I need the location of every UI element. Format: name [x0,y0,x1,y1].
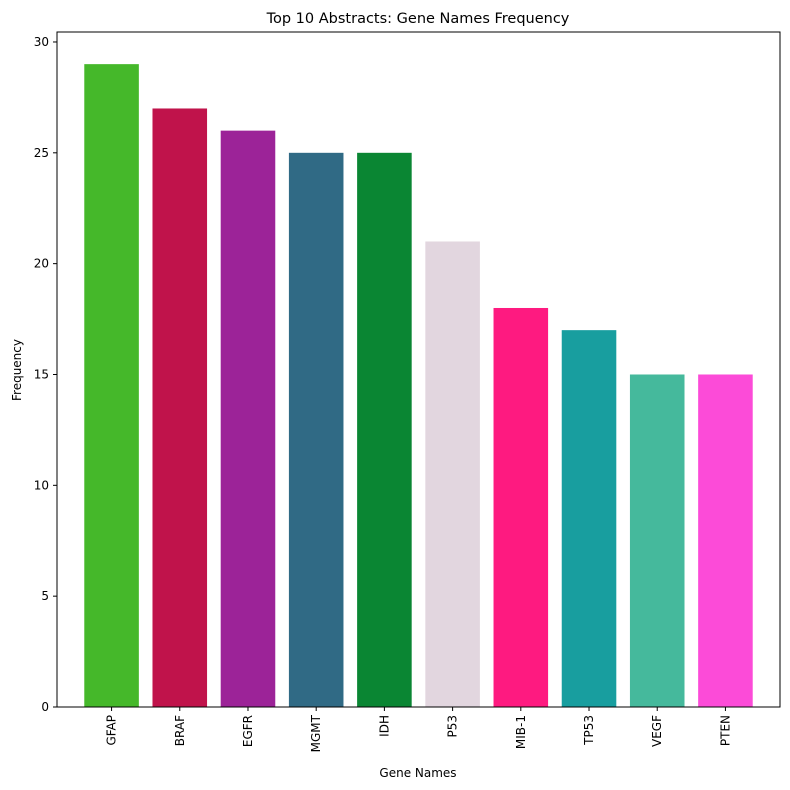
x-tick-label: MGMT [309,714,323,752]
x-tick-label: P53 [446,715,460,738]
y-axis: 0 5 10 15 20 25 30 [34,35,57,714]
y-tick-label: 0 [41,700,49,714]
y-tick-label: 30 [34,35,49,49]
y-tick-label: 15 [34,367,49,381]
bar-egfr [220,130,276,707]
x-tick-label: PTEN [718,715,732,746]
bar-mgmt [288,152,344,707]
x-axis: GFAP BRAF EGFR MGMT IDH P53 MIB-1 TP53 VEGF PTEN [105,707,732,752]
y-tick-label: 25 [34,146,49,160]
plot-frame [56,31,781,708]
x-tick-label: GFAP [105,715,119,746]
bar-vegf [629,374,685,707]
bar-tp53 [561,330,617,707]
bar-gfap [84,64,139,707]
y-tick-label: 20 [34,257,49,271]
x-tick-label: IDH [377,715,391,737]
chart-title: Top 10 Abstracts: Gene Names Frequency [266,11,570,27]
y-tick-label: 5 [41,589,49,603]
y-tick-label: 10 [34,478,49,492]
bar-p53 [425,241,480,707]
x-tick-label: VEGF [650,715,664,747]
bar-mib-1 [493,307,549,707]
bar-braf [152,108,208,707]
bar-idh [357,152,412,707]
x-tick-label: MIB-1 [514,715,528,749]
x-tick-label: TP53 [582,715,596,746]
x-tick-label: EGFR [241,715,255,747]
y-axis-label: Frequency [10,339,24,401]
bar-pten [698,374,753,707]
bars-group [84,64,753,707]
x-axis-label: Gene Names [379,766,456,780]
x-tick-label: BRAF [173,715,187,746]
